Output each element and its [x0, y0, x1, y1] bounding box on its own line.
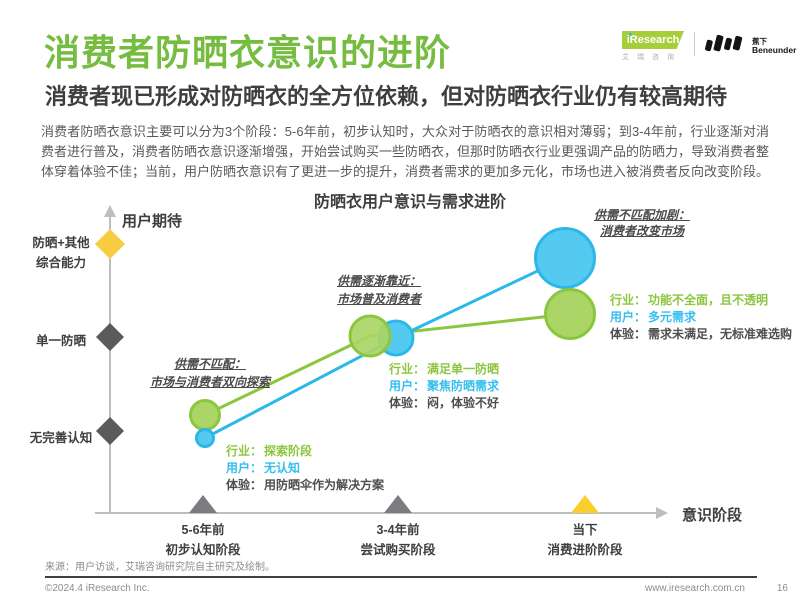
footer-divider [45, 576, 757, 578]
copyright-text: ©2024.4 iResearch Inc. [45, 583, 150, 594]
stage3-description: 行业： 功能不全面，且不透明 用户： 多元需求 体验： 需求未满足，无标准难选购 [610, 292, 792, 343]
intro-paragraph: 消费者防晒衣意识主要可以分为3个阶段：5-6年前，初步认知时，大众对于防晒衣的意… [41, 124, 770, 179]
stage2-user-row: 用户： 聚焦防晒需求 [389, 379, 500, 393]
x-tick-stage2-period: 3-4年前 [376, 523, 420, 537]
annotation-stage1-line1: 供需不匹配： [173, 357, 246, 371]
annotation-stage1-line2: 市场与消费者双向探索 [149, 375, 270, 389]
chart-canvas [95, 205, 668, 519]
iresearch-logo: iResearch [622, 31, 684, 49]
annotation-stage3-line1: 供需不匹配加剧： [593, 208, 690, 222]
x-tick-stage1-period: 5-6年前 [181, 523, 225, 537]
stage1-user-bubble [195, 428, 215, 448]
x-axis-arrow-icon [656, 507, 668, 519]
y-tick-bottom: 无完善认知 [29, 431, 93, 445]
stage1-description: 行业： 探索阶段 用户： 无认知 体验： 用防晒伞作为解决方案 [226, 443, 384, 494]
iresearch-cn-label: 艾瑞咨询 [622, 54, 682, 61]
y-diamond-top-icon [95, 229, 125, 259]
stage3-industry-row: 行业： 功能不全面，且不透明 [610, 293, 769, 307]
annotation-stage2-line1: 供需逐渐靠近： [337, 274, 422, 288]
y-tick-top-line1: 防晒+其他 [32, 236, 90, 250]
x-marker-stage1-icon [189, 495, 217, 513]
website-text: www.iresearch.com.cn [644, 583, 745, 594]
x-tick-stage1-phase: 初步认知阶段 [165, 543, 241, 557]
y-axis-arrow-icon [104, 205, 116, 217]
chart-title: 防晒衣用户意识与需求进阶 [313, 194, 506, 211]
beneunder-logo-icon [705, 34, 743, 52]
stage2-description: 行业： 满足单一防晒 用户： 聚焦防晒需求 体验： 闷，体验不好 [389, 361, 499, 412]
x-tick-stage3-period: 当下 [572, 523, 598, 537]
beneunder-en-label: Beneunder [752, 45, 797, 55]
x-tick-stage2-phase: 尝试购买阶段 [360, 543, 436, 557]
stage2-industry-bubble [348, 314, 392, 358]
logo-divider [694, 32, 695, 56]
annotation-stage2-line2: 市场普及消费者 [337, 292, 422, 306]
annotation-stage3-line2: 消费者改变市场 [599, 224, 684, 238]
page-title: 消费者防晒衣意识的进阶 [44, 32, 452, 73]
chart-area: 防晒衣用户意识与需求进阶 用 [0, 186, 800, 558]
stage3-experience-row: 体验： 需求未满足，无标准难选购 [610, 327, 793, 341]
x-marker-stage2-icon [384, 495, 412, 513]
stage1-industry-bubble [189, 399, 221, 431]
x-axis-title: 意识阶段 [682, 507, 743, 524]
x-tick-stage3-phase: 消费进阶阶段 [547, 543, 623, 557]
beneunder-cn-label: 蕉下 [752, 37, 767, 46]
logo-area: iResearch 艾瑞咨询 蕉下 Beneunder [620, 30, 796, 62]
x-marker-stage3-icon [571, 495, 599, 513]
y-axis-title: 用户期待 [122, 213, 183, 230]
stage3-industry-bubble [544, 288, 596, 340]
y-tick-mid: 单一防晒 [35, 334, 86, 348]
stage1-experience-row: 体验： 用防晒伞作为解决方案 [226, 478, 385, 492]
y-diamond-mid-icon [96, 323, 124, 351]
stage1-industry-row: 行业： 探索阶段 [226, 444, 313, 458]
stage3-user-bubble [534, 227, 596, 289]
iresearch-logo-dot-icon [629, 33, 632, 36]
source-note: 来源：用户访谈，艾瑞咨询研究院自主研究及绘制。 [45, 562, 275, 573]
stage2-experience-row: 体验： 闷，体验不好 [389, 396, 500, 410]
stage1-user-row: 用户： 无认知 [226, 461, 301, 475]
page-subtitle: 消费者现已形成对防晒衣的全方位依赖，但对防晒衣行业仍有较高期待 [45, 84, 728, 109]
y-tick-top-line2: 综合能力 [35, 256, 86, 270]
y-diamond-bottom-icon [96, 417, 124, 445]
page-number: 16 [776, 583, 788, 594]
stage2-industry-row: 行业： 满足单一防晒 [389, 362, 500, 376]
stage3-user-row: 用户： 多元需求 [610, 310, 697, 324]
